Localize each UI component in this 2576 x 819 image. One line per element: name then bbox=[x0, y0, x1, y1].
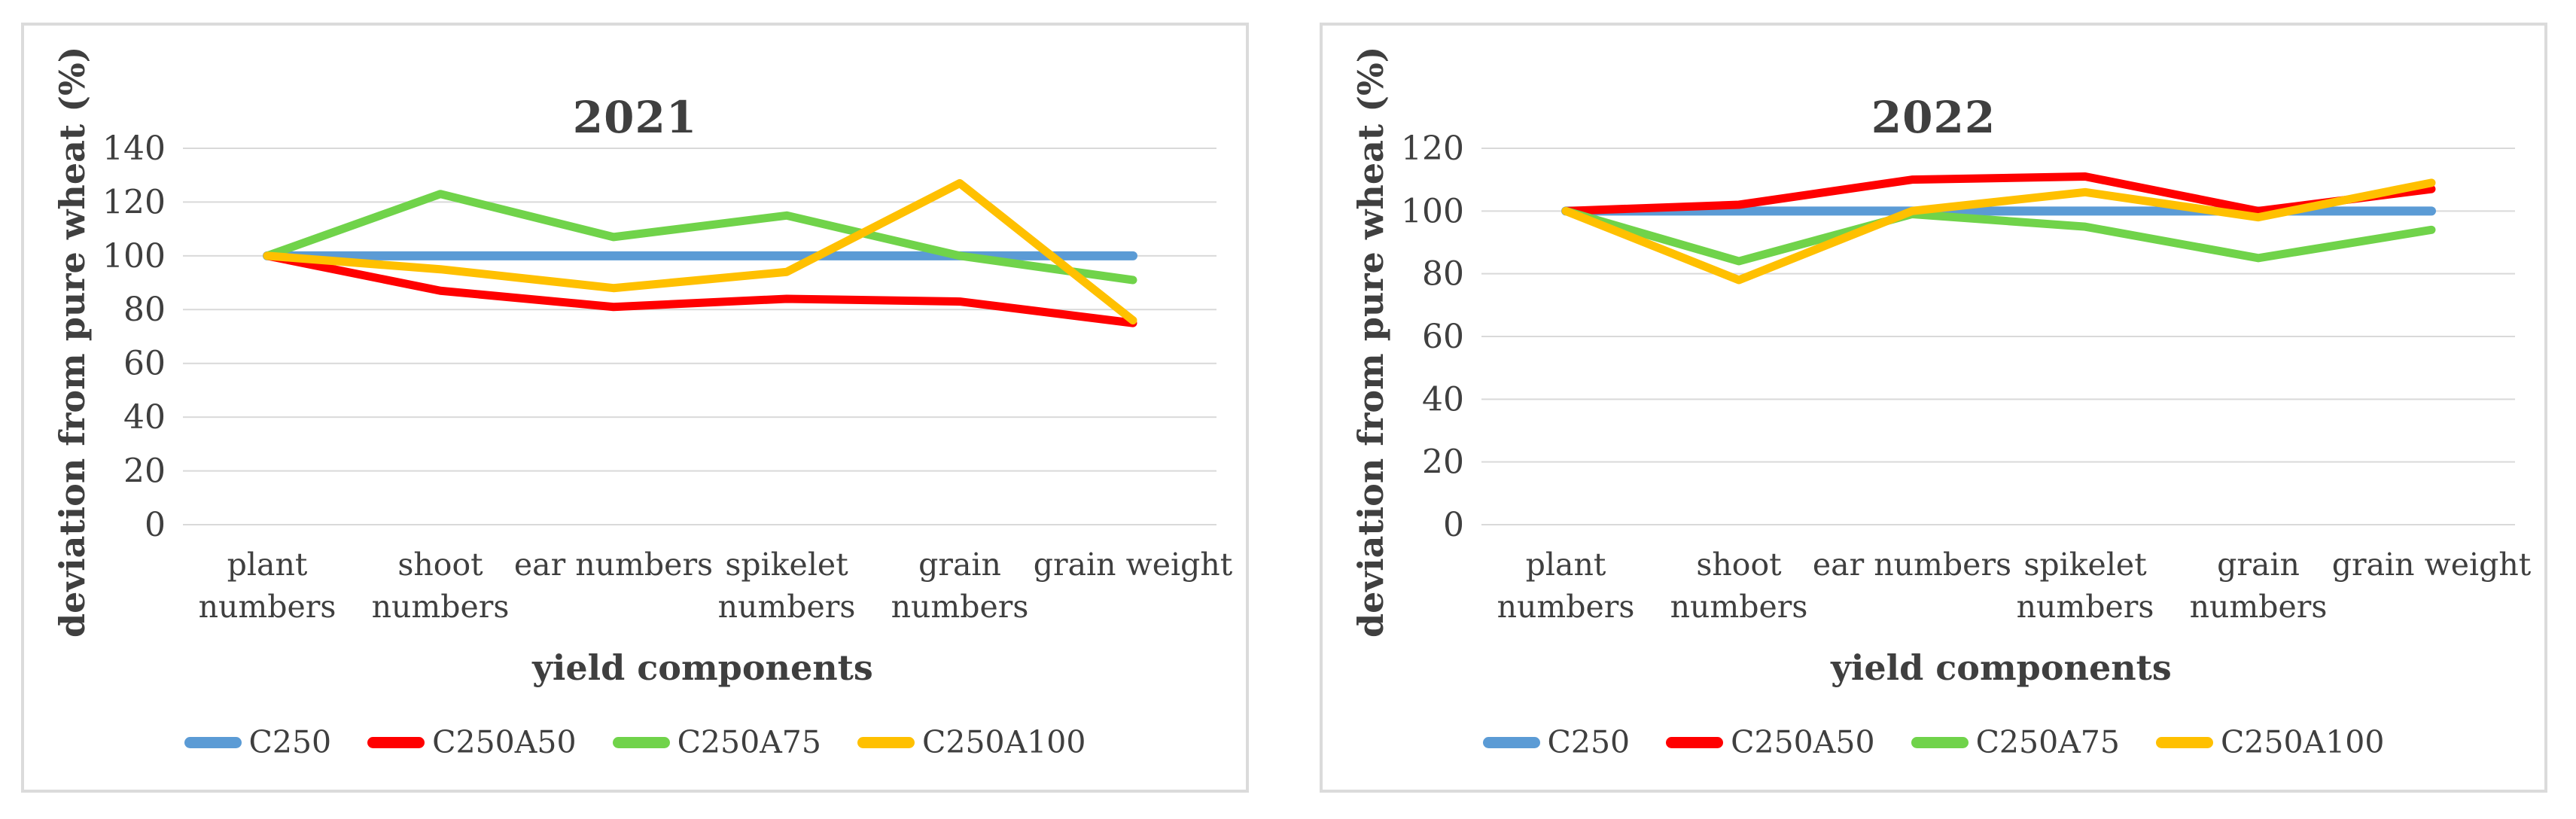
legend: C250 C250A50 C250A75 C250A100 bbox=[1323, 724, 2544, 760]
y-tick-label: 80 bbox=[1422, 255, 1464, 294]
y-tick-label: 120 bbox=[1401, 129, 1464, 168]
x-category-label: plant numbers bbox=[199, 547, 336, 625]
x-category-label: plant numbers bbox=[1497, 547, 1635, 625]
plot-area: 0 20 40 60 80 100 120 140 plant numbers shoot numbe… bbox=[102, 129, 1233, 625]
series-line-C250A75 bbox=[1561, 206, 2436, 266]
legend-item-C250: C250 bbox=[184, 724, 332, 760]
legend-item-C250A50: C250A50 bbox=[367, 724, 577, 760]
y-tick-label: 60 bbox=[123, 345, 166, 383]
legend-swatch-icon bbox=[612, 736, 670, 748]
y-tick-label: 20 bbox=[123, 452, 166, 491]
y-tick-label: 100 bbox=[102, 237, 166, 276]
legend-label: C250A75 bbox=[677, 724, 821, 760]
x-category-label: shoot numbers bbox=[1670, 547, 1808, 625]
legend-item-C250A50: C250A50 bbox=[1666, 724, 1875, 760]
x-category-label: shoot numbers bbox=[372, 547, 510, 625]
legend: C250 C250A50 C250A75 C250A100 bbox=[24, 724, 1246, 760]
x-category-label: spikelet numbers bbox=[2017, 547, 2154, 625]
y-tick-label: 0 bbox=[145, 506, 166, 544]
legend-label: C250 bbox=[248, 724, 332, 760]
y-tick-label: 120 bbox=[102, 183, 166, 221]
series-line-C250A100 bbox=[1561, 178, 2436, 285]
y-tick-label: 20 bbox=[1422, 443, 1464, 482]
legend-swatch-icon bbox=[2155, 736, 2213, 748]
series-line-C250A100 bbox=[263, 178, 1137, 325]
legend-swatch-icon bbox=[1911, 736, 1969, 748]
x-axis-title: yield components bbox=[532, 647, 873, 688]
legend-label: C250A50 bbox=[1731, 724, 1875, 760]
plot-area: 0 20 40 60 80 100 120 plant numbers shoot numberse… bbox=[1401, 129, 2532, 625]
y-tick-label: 80 bbox=[123, 291, 166, 329]
legend-item-C250A100: C250A100 bbox=[857, 724, 1086, 760]
legend-item-C250: C250 bbox=[1482, 724, 1631, 760]
chart-panel-2022: 2022 deviation from pure wheat (%) 0 20 40… bbox=[1320, 23, 2547, 793]
legend-label: C250A100 bbox=[2220, 724, 2385, 760]
series-line-C250A50 bbox=[263, 251, 1137, 327]
legend-label: C250 bbox=[1547, 724, 1631, 760]
x-category-label: ear numbers bbox=[514, 547, 713, 583]
legend-label: C250A100 bbox=[921, 724, 1086, 760]
legend-label: C250A75 bbox=[1975, 724, 2120, 760]
chart-panel-2021: 2021 deviation from pure wheat (%) 0 20 40… bbox=[21, 23, 1249, 793]
x-category-label: grain numbers bbox=[891, 547, 1029, 625]
x-category-label: ear numbers bbox=[1813, 547, 2011, 583]
y-tick-label: 60 bbox=[1422, 318, 1464, 356]
x-category-label: grain weight bbox=[1034, 547, 1233, 583]
legend-swatch-icon bbox=[1482, 736, 1540, 748]
x-category-label: grain numbers bbox=[2190, 547, 2328, 625]
x-category-label: spikelet numbers bbox=[718, 547, 856, 625]
legend-item-C250A75: C250A75 bbox=[1911, 724, 2120, 760]
y-tick-label: 40 bbox=[1422, 380, 1464, 419]
legend-swatch-icon bbox=[367, 736, 425, 748]
legend-item-C250A100: C250A100 bbox=[2155, 724, 2385, 760]
chart-title: 2022 bbox=[1871, 92, 1996, 143]
legend-swatch-icon bbox=[1666, 736, 1724, 748]
x-category-label: grain weight bbox=[2332, 547, 2532, 583]
legend-swatch-icon bbox=[857, 736, 915, 748]
y-tick-label: 40 bbox=[123, 398, 166, 437]
x-axis-title: yield components bbox=[1831, 647, 2172, 688]
y-tick-label: 0 bbox=[1443, 506, 1464, 544]
legend-label: C250A50 bbox=[432, 724, 577, 760]
legend-swatch-icon bbox=[184, 736, 242, 748]
y-tick-label: 100 bbox=[1401, 192, 1464, 230]
series-line-C250A75 bbox=[263, 190, 1137, 285]
chart-title: 2021 bbox=[572, 92, 698, 143]
y-tick-label: 140 bbox=[102, 129, 166, 168]
legend-item-C250A75: C250A75 bbox=[612, 724, 821, 760]
